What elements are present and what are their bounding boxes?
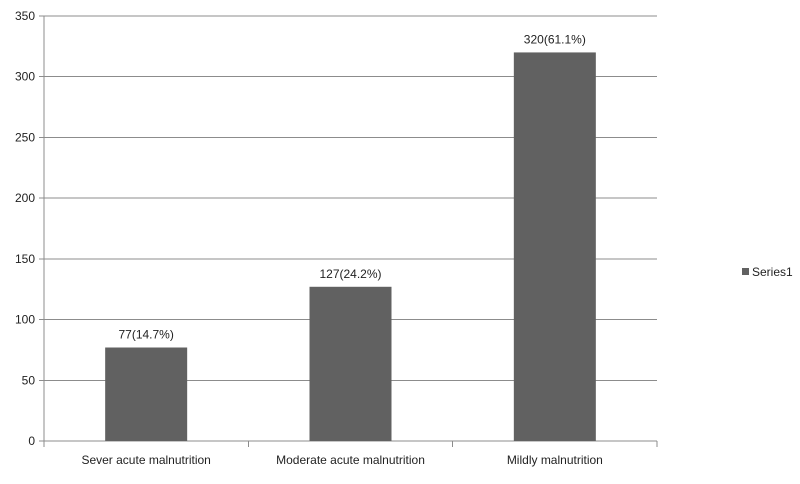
bar xyxy=(105,347,188,441)
bar xyxy=(309,286,392,441)
data-label: 127(24.2%) xyxy=(319,267,381,281)
bars xyxy=(105,52,596,442)
y-tick-label: 200 xyxy=(15,191,35,205)
x-tick-label: Sever acute malnutrition xyxy=(81,453,210,467)
legend: Series1 xyxy=(742,265,793,279)
y-tick-label: 100 xyxy=(15,313,35,327)
x-tick-label: Moderate acute malnutrition xyxy=(276,453,425,467)
labels: 77(14.7%) Sever acute malnutrition 127(24.… xyxy=(81,32,602,467)
y-tick-label: 50 xyxy=(22,373,36,387)
gridlines xyxy=(44,15,657,381)
y-tick-label: 250 xyxy=(15,130,35,144)
y-tick-label: 0 xyxy=(28,434,35,448)
legend-label: Series1 xyxy=(752,265,793,279)
y-tick-label: 300 xyxy=(15,70,35,84)
x-tick-label: Mildly malnutrition xyxy=(507,453,603,467)
data-label: 77(14.7%) xyxy=(118,328,173,342)
y-tick-label: 150 xyxy=(15,252,35,266)
data-label: 320(61.1%) xyxy=(524,32,586,46)
legend-swatch xyxy=(742,268,749,275)
bar xyxy=(513,52,596,442)
y-tick-label: 350 xyxy=(15,9,35,23)
